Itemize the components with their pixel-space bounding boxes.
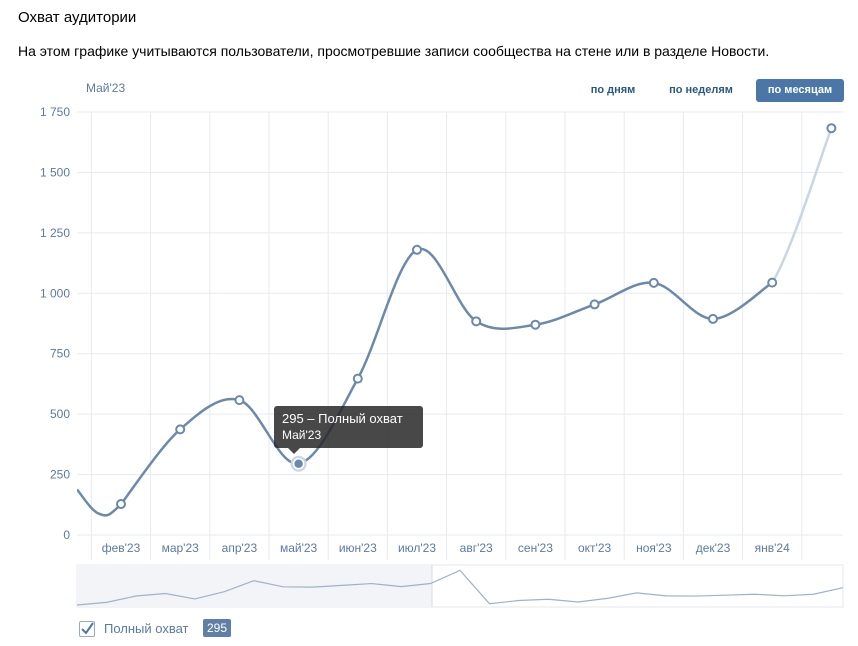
navigator-mask[interactable]	[77, 565, 432, 607]
y-axis-ticks: 0 250 500 750 1 000 1 250 1 500 1 750	[40, 105, 70, 542]
tab-by-month[interactable]: по месяцам	[756, 79, 844, 102]
x-tick-label: май'23	[280, 541, 318, 555]
data-point[interactable]	[175, 424, 186, 435]
range-navigator[interactable]	[76, 564, 844, 608]
y-tick-label: 750	[50, 347, 70, 361]
y-tick-label: 250	[50, 468, 70, 482]
y-tick-label: 1 000	[40, 286, 70, 300]
series-line-leadin	[77, 488, 122, 517]
data-point[interactable]	[589, 299, 600, 310]
tab-by-day[interactable]: по дням	[590, 84, 636, 96]
x-tick-label: авг'23	[460, 541, 493, 555]
tab-by-week[interactable]: по неделям	[669, 84, 733, 96]
series-line-projection	[771, 127, 833, 284]
y-tick-label: 1 500	[40, 165, 70, 179]
chart-title: Охват аудитории	[18, 9, 137, 26]
tooltip-period: Май'23	[282, 428, 322, 442]
legend-value-badge: 295	[203, 619, 232, 637]
tooltip-arrow	[288, 448, 300, 454]
y-tick-label: 1 250	[40, 226, 70, 240]
data-point[interactable]	[648, 277, 659, 288]
x-tick-label: июн'23	[339, 541, 377, 555]
x-tick-label: окт'23	[578, 541, 612, 555]
x-tick-label: фев'23	[102, 541, 141, 555]
x-tick-label: июл'23	[398, 541, 436, 555]
data-tooltip: 295 – Полный охват Май'23	[274, 406, 423, 448]
chart-description: На этом графике учитываются пользователи…	[18, 43, 770, 59]
check-icon	[81, 622, 94, 635]
data-point[interactable]	[826, 123, 837, 134]
x-tick-label: апр'23	[222, 541, 258, 555]
y-tick-label: 1 750	[40, 105, 70, 119]
x-tick-label: сен'23	[518, 541, 553, 555]
x-tick-label: янв'24	[755, 541, 790, 555]
y-tick-label: 500	[50, 407, 70, 421]
series-points[interactable]	[116, 123, 837, 510]
data-point[interactable]	[412, 244, 422, 255]
data-point[interactable]	[116, 499, 126, 510]
data-point[interactable]	[708, 313, 718, 324]
legend-label: Полный охват	[104, 621, 189, 636]
x-axis-ticks: фев'23 мар'23 апр'23 май'23 июн'23 июл'23 авг'…	[102, 541, 790, 555]
x-tick-label: ноя'23	[636, 541, 672, 555]
data-point[interactable]	[234, 395, 245, 406]
tooltip-value: 295 – Полный охват	[282, 411, 403, 426]
chart-grid	[77, 111, 843, 560]
data-point[interactable]	[767, 277, 778, 288]
series-lines	[77, 127, 833, 517]
y-tick-label: 0	[63, 528, 70, 542]
legend-checkbox[interactable]	[79, 621, 95, 637]
data-point-selected[interactable]	[292, 457, 305, 470]
navigator-line	[76, 569, 844, 606]
data-point[interactable]	[471, 316, 482, 327]
current-period-label: Май'23	[86, 81, 126, 95]
data-point[interactable]	[352, 373, 363, 384]
x-tick-label: дек'23	[696, 541, 731, 555]
data-point[interactable]	[530, 319, 541, 330]
x-tick-label: мар'23	[162, 541, 200, 555]
